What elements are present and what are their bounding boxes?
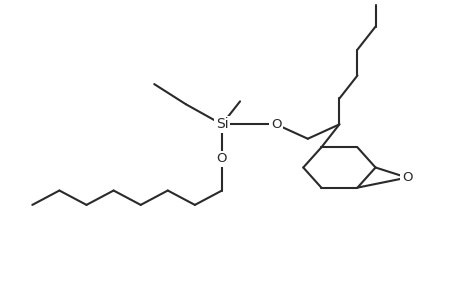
Text: Si: Si xyxy=(216,117,228,131)
Text: O: O xyxy=(217,152,227,165)
Text: O: O xyxy=(271,118,281,131)
Text: O: O xyxy=(402,171,412,184)
